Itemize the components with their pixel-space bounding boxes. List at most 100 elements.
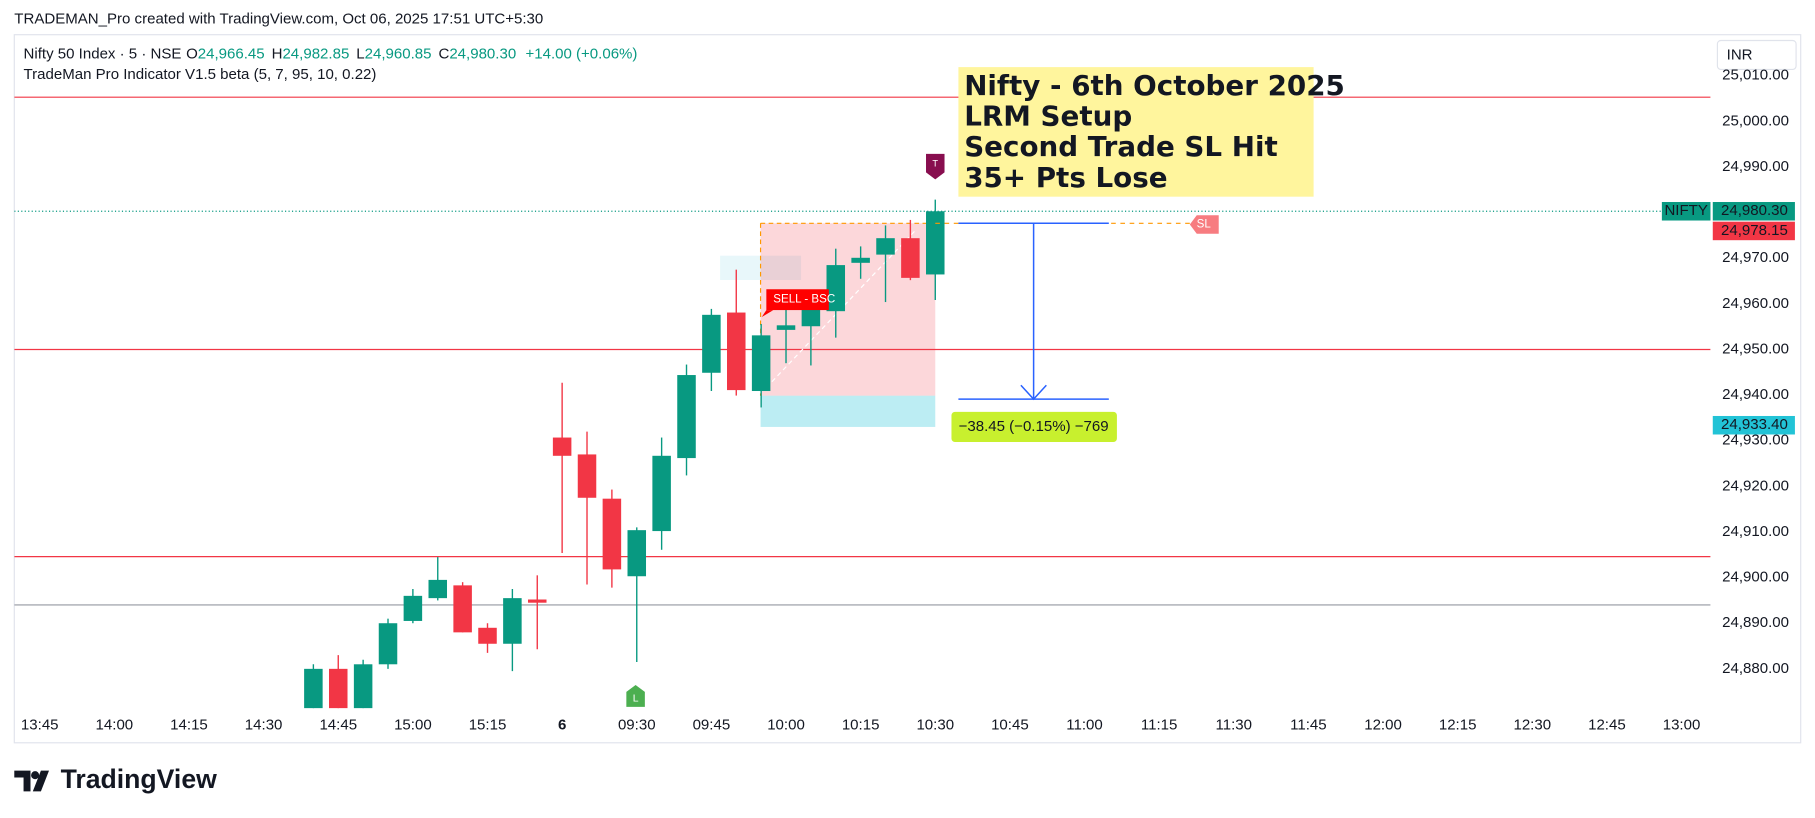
candle-body (926, 211, 945, 275)
axes: 24,880.00 24,890.00 24,900.00 24,910.00 24,9… (21, 67, 1795, 733)
x-tick-label: 12:30 (1513, 716, 1551, 733)
x-tick-label: 10:15 (842, 716, 880, 733)
candle-body (801, 308, 821, 327)
logo-dot (31, 771, 40, 780)
candle-body (702, 314, 721, 373)
x-tick-label: 6 (558, 716, 566, 733)
x-tick-label: 13:00 (1663, 716, 1701, 733)
measure-arrowhead (1020, 384, 1047, 401)
y-tick-label: 24,990.00 (1722, 158, 1789, 175)
candle-body (552, 437, 572, 456)
x-tick-label: 12:15 (1439, 716, 1477, 733)
y-tick-label: 25,000.00 (1722, 112, 1789, 129)
candle-body (528, 599, 547, 603)
page-header: TRADEMAN_Pro created with TradingView.co… (14, 11, 543, 28)
chart-frame (13, 34, 1802, 744)
annotation-box (958, 67, 1314, 197)
x-tick-label: 09:30 (618, 716, 656, 733)
x-tick-label: 14:30 (245, 716, 283, 733)
x-tick-label: 10:45 (991, 716, 1029, 733)
x-tick-label: 14:45 (319, 716, 357, 733)
sell-label: SELL - BSC (773, 294, 835, 306)
y-tick-label: 24,950.00 (1722, 340, 1789, 357)
x-tick-label: 11:45 (1290, 716, 1327, 733)
x-tick-label: 12:45 (1588, 716, 1626, 733)
price-label-bg (1712, 415, 1795, 435)
y-tick-label: 25,010.00 (1722, 67, 1789, 84)
price-label: 24,980.30 (1721, 202, 1788, 219)
measure-tool (958, 222, 1109, 401)
candles (304, 199, 945, 709)
y-tick-label: 24,930.00 (1722, 432, 1789, 449)
y-tick-label: 24,920.00 (1722, 477, 1789, 494)
candle-body (876, 238, 895, 255)
logo (14, 770, 50, 792)
x-tick-label: 11:30 (1216, 716, 1253, 733)
sl-tag (1189, 215, 1219, 234)
legend-value: 24,966.45 (198, 45, 265, 62)
legend-value: 24,960.85 (365, 45, 432, 62)
x-tick-label: 13:45 (21, 716, 59, 733)
candle-body (727, 312, 746, 391)
legend-key: O (186, 45, 198, 62)
legend-value: 24,980.30 (449, 45, 516, 62)
x-tick-label: 12:00 (1364, 716, 1402, 733)
candle-body (453, 585, 472, 633)
candle-body (353, 664, 373, 709)
l-marker (626, 684, 645, 707)
x-tick-label: 14:00 (96, 716, 134, 733)
x-tick-label: 09:45 (693, 716, 731, 733)
y-tick-label: 24,900.00 (1722, 569, 1789, 586)
sell-label-tail (761, 310, 774, 318)
y-tick-label: 24,960.00 (1722, 295, 1789, 312)
x-tick-label: 14:15 (170, 716, 208, 733)
candle-body (627, 530, 647, 577)
price-tag-bg (1661, 202, 1711, 221)
candle-body (776, 325, 796, 330)
x-tick-label: 10:00 (767, 716, 805, 733)
y-tick-label: 24,970.00 (1722, 249, 1789, 266)
candle-body (577, 454, 597, 498)
measure-label: −38.45 (−0.15%) −769 (959, 418, 1109, 435)
annotation-line: Nifty - 6th October 2025 (964, 69, 1345, 102)
x-tick-label: 11:00 (1066, 716, 1102, 733)
annotation-line: 35+ Pts Lose (964, 161, 1167, 194)
candle-body (652, 455, 671, 532)
candle-body (428, 579, 448, 599)
candle-body (378, 623, 398, 665)
l-marker-label: L (633, 694, 639, 705)
candle-body (901, 238, 920, 278)
sl-label: SL (1197, 219, 1212, 231)
sell-label-bg (766, 289, 829, 311)
measure-box (951, 411, 1117, 442)
levels (14, 96, 1711, 606)
candle-body (602, 498, 622, 570)
candle-body (851, 257, 870, 263)
candle-body (478, 627, 497, 644)
t-marker-label: T (932, 159, 938, 169)
legend-symbol: Nifty 50 Index · 5 · NSE (24, 45, 182, 62)
annotation-line: LRM Setup (964, 99, 1132, 132)
currency-button[interactable] (1716, 39, 1797, 70)
target-zone (760, 395, 936, 427)
legend-key: C (438, 45, 449, 62)
watermark: TradingView (61, 764, 218, 794)
y-tick-label: 24,890.00 (1722, 614, 1789, 631)
legend-value: 24,982.85 (282, 45, 349, 62)
candle-body (503, 598, 522, 644)
y-tick-label: 24,910.00 (1722, 523, 1789, 540)
t-marker (926, 153, 945, 180)
x-tick-label: 11:15 (1141, 716, 1178, 733)
legend-key: H (272, 45, 283, 62)
legend-line: Nifty 50 Index · 5 · NSE O24,966.45 H24,98… (24, 45, 638, 62)
candle-body (304, 668, 323, 709)
currency[interactable]: INR (1727, 47, 1753, 64)
legend-change: +14.00 (+0.06%) (525, 45, 637, 62)
y-tick-label: 24,940.00 (1722, 386, 1789, 403)
y-tick-label: 24,880.00 (1722, 660, 1789, 677)
legend-key: L (356, 45, 364, 62)
candle-body (677, 375, 696, 459)
